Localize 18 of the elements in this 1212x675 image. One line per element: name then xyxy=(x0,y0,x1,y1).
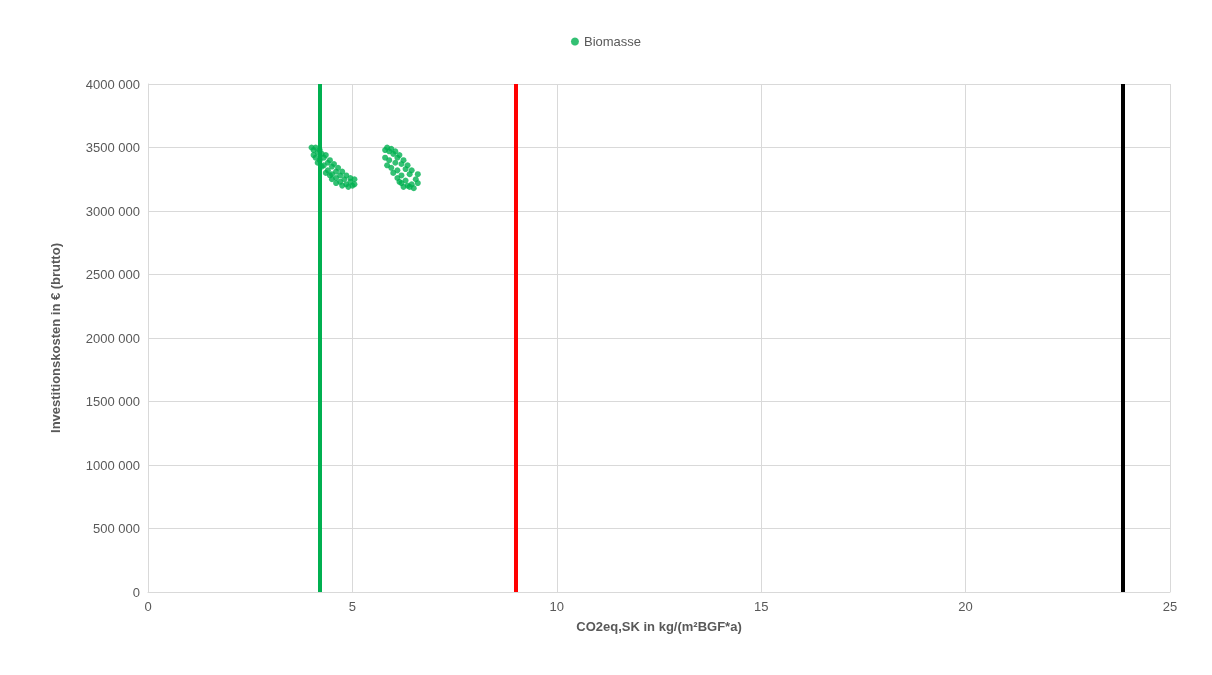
y-axis-title: Investitionskosten in € (brutto) xyxy=(48,243,63,433)
x-tick-label: 0 xyxy=(144,599,152,614)
y-tick-label: 1500 000 xyxy=(85,394,140,409)
x-tick-label: 20 xyxy=(958,599,973,614)
y-tick-label: 3000 000 xyxy=(85,203,140,219)
legend-label: Biomasse xyxy=(583,34,642,49)
y-tick-label: 2000 000 xyxy=(85,330,140,346)
y-tick-label: 3500 000 xyxy=(85,140,140,155)
x-tick-label: 15 xyxy=(753,599,769,614)
x-tick-label: 25 xyxy=(1162,599,1178,614)
x-tick-label: 5 xyxy=(348,599,357,614)
x-tick-label: 10 xyxy=(549,599,565,614)
x-axis-title: CO2eq,SK in kg/(m²BGF*a) xyxy=(576,619,742,634)
y-tick-label: 4000 000 xyxy=(85,76,140,92)
y-tick-label: 1000 000 xyxy=(85,457,140,473)
y-tick-label: 2500 000 xyxy=(85,267,140,282)
y-tick-label: 0 xyxy=(132,584,140,600)
y-tick-label: 500 000 xyxy=(93,521,140,536)
